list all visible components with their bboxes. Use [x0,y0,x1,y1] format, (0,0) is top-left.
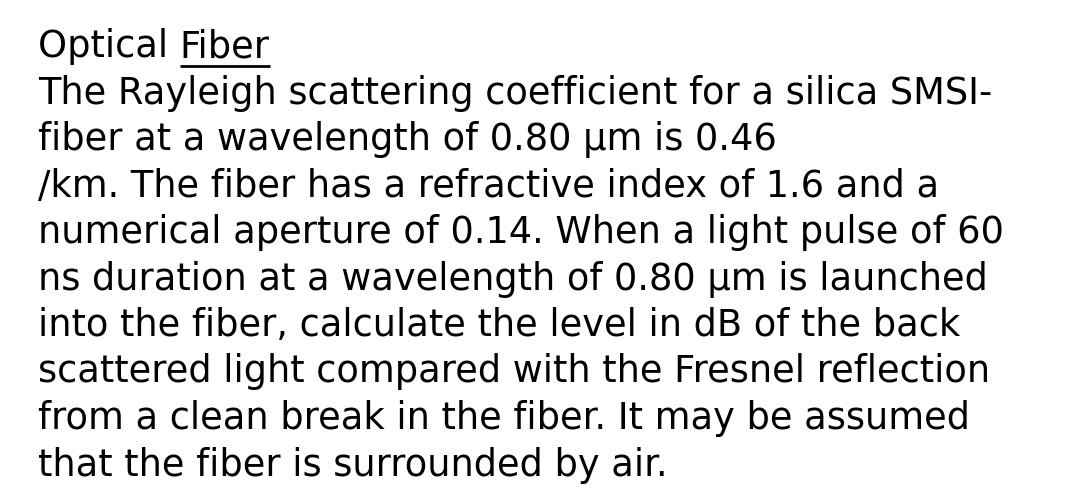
Text: numerical aperture of 0.14. When a light pulse of 60: numerical aperture of 0.14. When a light… [38,214,1004,251]
Text: Fiber: Fiber [179,28,270,65]
Text: ns duration at a wavelength of 0.80 μm is launched: ns duration at a wavelength of 0.80 μm i… [38,260,988,297]
Text: from a clean break in the fiber. It may be assumed: from a clean break in the fiber. It may … [38,400,970,437]
Text: The Rayleigh scattering coefficient for a silica SMSI-: The Rayleigh scattering coefficient for … [38,75,993,111]
Text: into the fiber, calculate the level in dB of the back: into the fiber, calculate the level in d… [38,307,960,344]
Text: scattered light compared with the Fresnel reflection: scattered light compared with the Fresne… [38,353,990,391]
Text: fiber at a wavelength of 0.80 μm is 0.46: fiber at a wavelength of 0.80 μm is 0.46 [38,121,777,158]
Text: that the fiber is surrounded by air.: that the fiber is surrounded by air. [38,446,667,484]
Text: /km. The fiber has a refractive index of 1.6 and a: /km. The fiber has a refractive index of… [38,167,940,204]
Text: Optical: Optical [38,28,179,65]
